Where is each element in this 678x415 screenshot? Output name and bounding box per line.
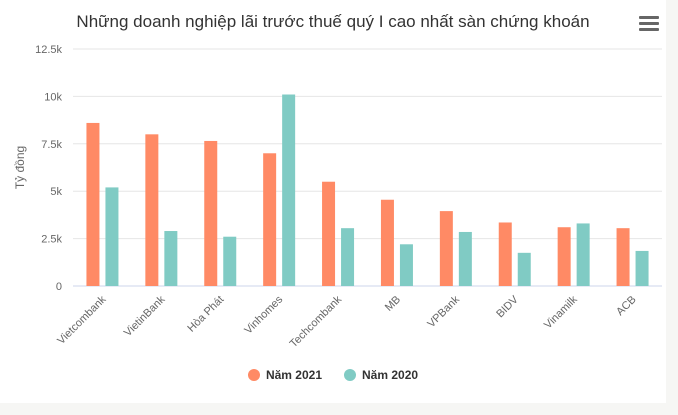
bar[interactable]	[223, 236, 237, 286]
bar[interactable]	[399, 244, 413, 286]
x-tick-label: Hòa Phát	[185, 294, 226, 335]
hamburger-menu-icon[interactable]	[639, 16, 659, 34]
legend-item[interactable]: Năm 2021	[247, 368, 322, 382]
legend-label: Năm 2021	[265, 368, 322, 382]
y-tick-label: 7.5k	[41, 139, 62, 151]
legend: Năm 2021 Năm 2020	[0, 368, 666, 382]
bar[interactable]	[282, 94, 296, 286]
y-axis-label: Tỷ đồng	[13, 146, 27, 189]
legend-item[interactable]: Năm 2020	[344, 368, 418, 382]
bar[interactable]	[439, 211, 453, 286]
x-tick-label: VietinBank	[122, 293, 168, 339]
legend-label: Năm 2020	[362, 368, 419, 382]
bar[interactable]	[263, 153, 277, 286]
bar[interactable]	[341, 228, 355, 286]
bar[interactable]	[458, 231, 472, 286]
legend-marker-icon	[344, 369, 356, 381]
y-tick-label: 0	[56, 281, 62, 293]
bar[interactable]	[86, 122, 100, 286]
bar[interactable]	[498, 222, 512, 286]
x-tick-label: BIDV	[494, 293, 521, 320]
bar[interactable]	[635, 250, 649, 286]
y-tick-label: 5k	[50, 186, 62, 198]
bar[interactable]	[164, 231, 178, 286]
y-tick-label: 12.5k	[35, 44, 62, 56]
bar[interactable]	[616, 228, 630, 286]
bar[interactable]	[557, 227, 571, 286]
bar[interactable]	[576, 223, 590, 286]
y-tick-label: 10k	[44, 91, 62, 103]
x-tick-label: VPBank	[425, 293, 462, 330]
y-tick-label: 2.5k	[41, 234, 62, 246]
bar[interactable]	[322, 181, 336, 286]
bar[interactable]	[517, 252, 531, 286]
bar-chart: 0 2.5k 5k 7.5k 10k 12.5k Tỷ đồng Vietcombank Vie…	[13, 44, 662, 350]
bar[interactable]	[380, 199, 394, 286]
x-tick-label: Vietcombank	[55, 293, 109, 347]
bar[interactable]	[105, 187, 119, 286]
x-tick-label: ACB	[614, 294, 638, 318]
bar[interactable]	[204, 140, 218, 286]
chart-card: Những doanh nghiệp lãi trước thuế quý I …	[0, 0, 666, 403]
x-tick-label: Vinhomes	[242, 293, 285, 336]
x-tick-label: Vinamilk	[542, 293, 580, 331]
legend-marker-icon	[247, 369, 260, 381]
x-tick-label: MB	[383, 294, 403, 314]
x-tick-label: Techcombank	[288, 293, 345, 350]
bar[interactable]	[145, 134, 159, 286]
chart-title: Những doanh nghiệp lãi trước thuế quý I …	[76, 12, 590, 31]
